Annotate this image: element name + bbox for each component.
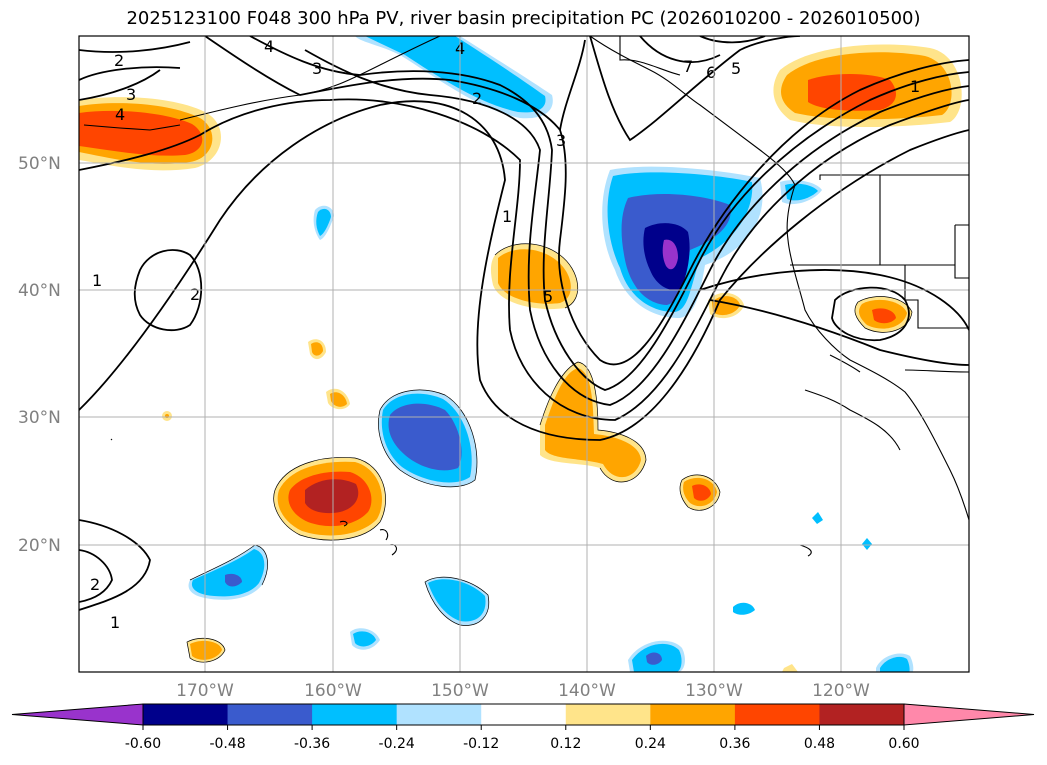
contour-label-4-nw: 4 — [115, 105, 125, 124]
colorbar-tick-label: -0.12 — [463, 736, 499, 752]
colorbar-tick-label: 0.12 — [550, 736, 581, 752]
map-title: 2025123100 F048 300 hPa PV, river basin … — [126, 8, 921, 29]
longitude-labels: 170°W 160°W 150°W 140°W 130°W 120°W — [176, 681, 870, 701]
lon-label-160w: 160°W — [304, 681, 362, 701]
colorbar-tick-label: 0.24 — [635, 736, 666, 752]
colorbar-extend-low — [11, 703, 144, 726]
colorbar-segment — [227, 704, 313, 725]
contour-label-1-trough: 1 — [502, 207, 512, 226]
colorbar-segment — [650, 704, 736, 725]
colorbar-frame — [142, 703, 905, 726]
contour-label-2-mid: 2 — [472, 89, 482, 108]
precip-shading — [79, 36, 962, 672]
lon-label-120w: 120°W — [812, 681, 870, 701]
contour-label-2-nw: 2 — [114, 51, 124, 70]
colorbar-tick-label: 0.36 — [719, 736, 750, 752]
colorbar-tick-label: -0.24 — [379, 736, 415, 752]
lon-label-150w: 150°W — [431, 681, 489, 701]
colorbar-extend-high — [903, 703, 1035, 726]
colorbar: -0.60 -0.48 -0.36 -0.24 -0.12 0.12 0.24 0.36 0.4… — [11, 703, 1035, 752]
lat-label-30n: 30°N — [18, 408, 61, 428]
contour-label-1-ne: 1 — [910, 77, 920, 96]
colorbar-segment — [565, 704, 651, 725]
coastlines — [83, 36, 969, 557]
contour-label-7: 7 — [683, 57, 693, 76]
lat-label-20n: 20°N — [18, 536, 61, 556]
negative-anomaly-small — [188, 180, 914, 672]
colorbar-tick-label: -0.60 — [125, 736, 161, 752]
contour-label-5-trough: 5 — [543, 287, 553, 306]
contour-label-4-north: 4 — [264, 37, 274, 56]
contour-label-3-north: 3 — [312, 59, 322, 78]
contour-label-1-west: 1 — [92, 271, 102, 290]
colorbar-tick-label: -0.48 — [209, 736, 245, 752]
contour-label-1-sw: 1 — [110, 613, 120, 632]
colorbar-segment — [481, 704, 567, 725]
gridlines — [79, 36, 969, 672]
colorbar-segment — [312, 704, 398, 725]
colorbar-tick-label: -0.36 — [294, 736, 330, 752]
map-plot-area: 3 2 4 4 3 4 2 3 1 5 1 2 7 6 5 1 2 1 — [79, 36, 969, 672]
contour-label-2-sw: 2 — [90, 575, 100, 594]
lat-label-50n: 50°N — [18, 154, 61, 174]
colorbar-tick-label: 0.60 — [888, 736, 919, 752]
contour-label-6: 6 — [706, 63, 716, 82]
colorbar-tick-label: 0.48 — [804, 736, 835, 752]
negative-anomaly-subtropics — [378, 390, 477, 487]
lon-label-130w: 130°W — [685, 681, 743, 701]
lon-label-170w: 170°W — [176, 681, 234, 701]
colorbar-segment — [143, 704, 229, 725]
positive-anomaly-small — [162, 292, 912, 672]
negative-anomaly-east-pacific — [602, 166, 763, 318]
contour-label-3-trough: 3 — [556, 131, 566, 150]
lon-label-140w: 140°W — [558, 681, 616, 701]
latitude-labels: 20°N 30°N 40°N 50°N — [18, 154, 61, 556]
contour-label-2-west: 2 — [190, 285, 200, 304]
lat-label-40n: 40°N — [18, 281, 61, 301]
colorbar-segment — [819, 704, 905, 725]
colorbar-segment — [734, 704, 820, 725]
contour-label-3: 3 — [126, 85, 136, 104]
map-frame — [78, 35, 970, 673]
positive-anomaly-hawaii — [273, 457, 386, 541]
pv-contours — [79, 36, 969, 611]
shading-outlines — [186, 243, 913, 663]
contour-label-5-ne: 5 — [731, 59, 741, 78]
positive-anomaly-nw — [79, 97, 222, 171]
colorbar-segment — [396, 704, 482, 725]
positive-anomaly-tail — [540, 362, 646, 482]
